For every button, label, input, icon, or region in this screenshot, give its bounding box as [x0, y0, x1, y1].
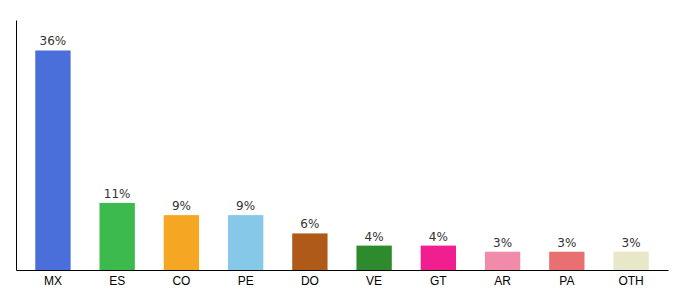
x-tick: VE — [366, 274, 382, 288]
y-axis-line — [16, 21, 17, 271]
x-tick: OTH — [618, 274, 643, 288]
x-tick: PE — [238, 274, 254, 288]
x-tick: GT — [430, 274, 447, 288]
x-tick: MX — [44, 274, 62, 288]
x-tick-label: AR — [494, 274, 511, 288]
bar — [421, 246, 456, 270]
data-label: 9% — [236, 199, 255, 213]
bar — [164, 215, 199, 270]
bar — [356, 246, 391, 270]
chart: MXESCOPEDOVEGTARPAOTH36%11%9%9%6%4%4%3%3… — [0, 0, 680, 300]
bar — [228, 215, 263, 270]
data-label: 4% — [365, 230, 384, 244]
x-axis: MX ES CO PE DO VE GT AR PA OTH — [17, 271, 669, 288]
x-tick: AR — [494, 274, 511, 288]
data-labels: 36% 11% 9% 9% 6% 4% 4% 3% 3% 3% — [40, 34, 641, 249]
data-label: 3% — [557, 236, 576, 250]
x-tick-label: VE — [366, 274, 382, 288]
data-label: 3% — [493, 236, 512, 250]
x-tick-label: MX — [44, 274, 62, 288]
x-tick-label: DO — [301, 274, 319, 288]
bar — [613, 252, 648, 270]
x-tick: DO — [301, 274, 319, 288]
data-label: 36% — [40, 34, 67, 48]
bar — [292, 233, 327, 270]
bar — [549, 252, 584, 270]
x-tick: CO — [172, 274, 190, 288]
x-axis-line — [17, 270, 669, 271]
data-label: 6% — [300, 217, 319, 231]
x-tick: PA — [559, 274, 574, 288]
data-label: 9% — [172, 199, 191, 213]
x-tick-label: OTH — [618, 274, 643, 288]
bar — [485, 252, 520, 270]
data-label: 11% — [104, 187, 131, 201]
x-tick-label: PA — [559, 274, 574, 288]
data-label: 4% — [429, 230, 448, 244]
x-tick-label: CO — [172, 274, 190, 288]
x-tick-label: ES — [109, 274, 125, 288]
x-tick-label: GT — [430, 274, 447, 288]
bar — [35, 50, 70, 270]
bar — [100, 203, 135, 270]
y-axis — [16, 21, 17, 271]
x-tick: ES — [109, 274, 125, 288]
x-tick-label: PE — [238, 274, 254, 288]
bars — [35, 50, 648, 270]
plot: MXESCOPEDOVEGTARPAOTH36%11%9%9%6%4%4%3%3… — [17, 21, 669, 288]
data-label: 3% — [622, 236, 641, 250]
